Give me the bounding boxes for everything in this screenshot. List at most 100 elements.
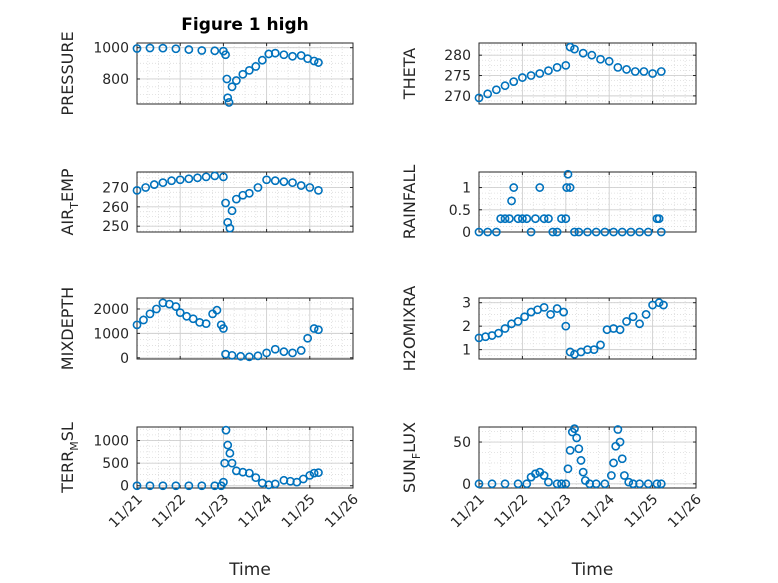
data-point [587,50,597,60]
data-point [615,325,625,335]
data-point [518,73,527,82]
y-tick-label: 1000 [93,326,129,342]
data-point [561,321,571,331]
data-point [474,479,484,489]
data-point [279,50,289,60]
data-point [576,456,586,465]
data-point [520,312,529,322]
y-tick-label: 2 [462,319,471,335]
y-tick-label: 50 [453,435,471,451]
y-axis-label: THETA [400,48,419,100]
data-point [257,55,267,65]
data-point [305,183,315,192]
data-point [218,477,228,487]
data-point [171,481,181,491]
minor-grid [137,43,353,104]
data-point [539,471,549,480]
axes-box [136,42,354,105]
data-point [221,50,230,60]
data-point [539,214,549,224]
data-point [648,69,657,78]
data-point [619,471,629,480]
y-tick-label: 260 [102,200,129,216]
data-point [630,67,640,76]
data-point [314,58,323,67]
data-point [197,481,207,491]
data-point [145,309,155,319]
data-point [221,198,230,208]
data-point [487,479,497,489]
data-point [132,481,142,491]
data-series [132,43,323,107]
data-point [606,471,616,480]
data-point [628,312,638,322]
axes-box [478,171,697,233]
data-point [522,479,532,489]
data-point [513,479,523,489]
data-point [500,214,510,224]
y-tick-label: 280 [444,48,471,64]
data-point [561,479,571,489]
data-point [193,173,202,183]
data-point [552,63,562,72]
data-point [224,98,234,107]
data-point [559,307,569,317]
data-point [617,454,627,464]
data-point [643,479,653,489]
data-point [583,227,592,237]
data-series [132,171,323,233]
x-axis-label: Time [571,560,614,580]
y-tick-label: 0.5 [449,203,471,219]
data-point [643,227,653,237]
data-point [288,178,297,188]
data-point [509,183,519,192]
data-point [474,93,484,103]
data-point [557,214,566,224]
data-point [244,468,254,478]
data-point [222,74,232,84]
subplot-mid-lower-right: 1 2 3 H2OMIXRA [400,286,697,372]
data-point [615,437,625,447]
data-point [218,324,228,333]
data-point [314,325,323,335]
x-axis-label: Time [228,560,271,580]
data-point [175,175,185,185]
y-axis-label: H2OMIXRA [400,286,419,372]
data-point [483,227,493,237]
data-point [565,183,575,192]
data-point [132,320,142,330]
data-point [639,67,649,76]
data-point [500,324,510,333]
data-point [570,424,579,434]
data-point [570,227,579,237]
data-point [152,304,161,314]
data-point [270,479,280,489]
data-point [552,479,562,489]
data-point [253,183,263,192]
data-point [526,71,536,80]
data-point [210,46,220,56]
data-point [641,310,651,319]
data-point [565,42,575,52]
major-grid [479,43,696,104]
data-point [635,479,644,489]
data-point [635,227,644,237]
data-point [184,45,194,54]
data-point [296,346,306,355]
data-point [617,227,627,237]
y-tick-label: 270 [444,89,471,105]
data-series [474,298,668,359]
data-point [279,177,289,187]
y-tick-label: 1000 [93,41,129,57]
data-point [236,351,246,361]
data-point [600,227,610,237]
data-point [132,185,142,195]
data-point [171,302,181,311]
y-tick-label: 275 [444,69,471,85]
data-point [298,474,308,484]
data-point [591,479,601,489]
y-axis-label: SUNFLUX [400,422,423,493]
data-point [296,181,306,190]
data-point [225,448,235,458]
